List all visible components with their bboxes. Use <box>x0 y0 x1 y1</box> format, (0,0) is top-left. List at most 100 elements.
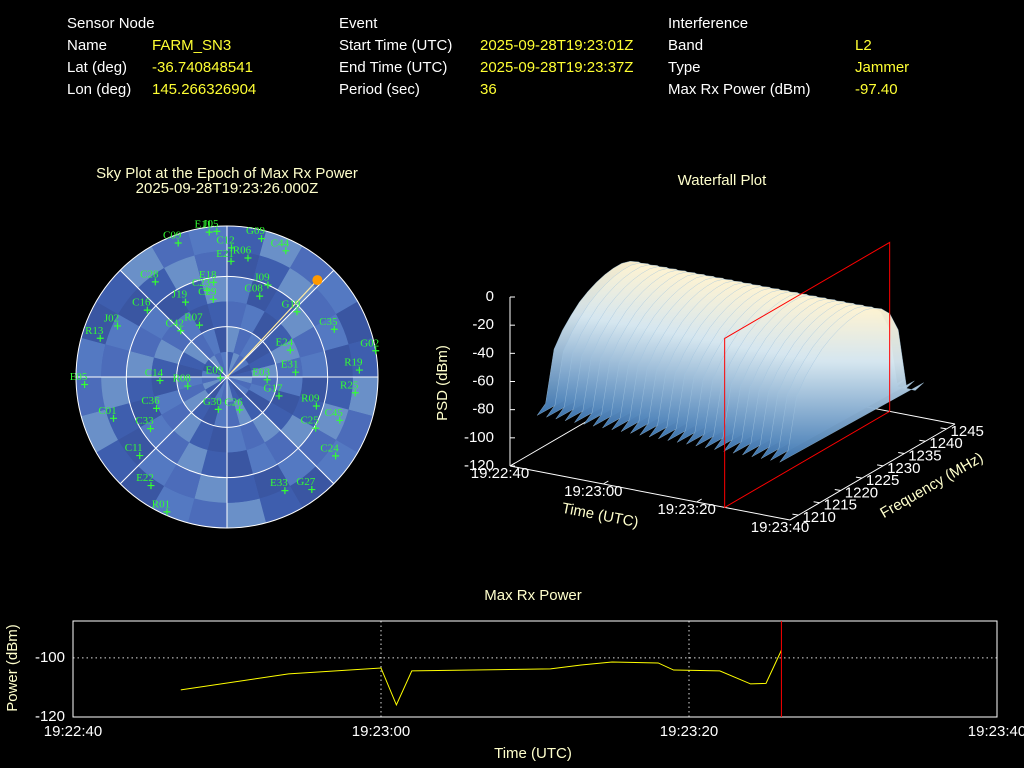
field-value: 36 <box>480 81 497 98</box>
frequency-axis <box>789 423 956 521</box>
satellite-marker <box>216 374 224 382</box>
y-tick-label: -120 <box>35 708 65 725</box>
satellite-label: G19 <box>281 298 300 310</box>
azimuth-spoke <box>226 376 335 485</box>
sky-texture <box>227 377 252 390</box>
field-label: Lon (deg) <box>67 81 131 98</box>
x-axis-label: Time (UTC) <box>494 745 572 762</box>
z-tick-label: -20 <box>472 316 494 333</box>
sky-texture <box>280 414 315 449</box>
satellite-marker <box>146 425 154 433</box>
sky-texture <box>178 351 206 371</box>
sky-texture <box>176 279 208 312</box>
sky-texture <box>105 314 140 351</box>
sky-texture <box>246 442 278 475</box>
satellite-label: J09 <box>254 272 270 284</box>
sky-texture <box>191 333 215 360</box>
sky-texture <box>227 370 253 377</box>
satellite-marker <box>114 322 122 330</box>
satellite-marker <box>213 227 221 235</box>
sky-texture <box>262 323 293 352</box>
sky-texture <box>161 402 192 431</box>
sky-texture <box>183 341 210 365</box>
field-label: Max Rx Power (dBm) <box>668 81 811 98</box>
x-tick-label: 19:23:20 <box>660 723 718 740</box>
satellite-label: C28 <box>140 268 159 280</box>
satellite-label: E03 <box>252 366 270 378</box>
satellite-label: G30 <box>203 396 222 408</box>
sky-texture <box>101 377 130 410</box>
time-tick <box>789 516 796 521</box>
sky-texture <box>244 389 271 413</box>
sky-texture <box>348 337 378 377</box>
section-title: Sensor Node <box>67 15 155 32</box>
plot-frame <box>72 620 998 718</box>
chart-subtitle: 2025-09-28T19:23:26.000Z <box>136 180 319 197</box>
satellite-marker <box>136 452 144 460</box>
sky-texture <box>155 430 190 465</box>
satellite-label: G17 <box>264 382 283 394</box>
sky-texture <box>298 288 336 327</box>
azimuth-spoke <box>226 269 335 378</box>
sky-texture <box>151 357 179 377</box>
satellite-marker <box>336 416 344 424</box>
satellite-marker <box>156 377 164 385</box>
z-tick-label: -80 <box>472 401 494 418</box>
sky-texture <box>275 377 303 397</box>
satellite-label: C16 <box>132 297 151 309</box>
field-label: Band <box>668 37 703 54</box>
satellite-marker <box>203 286 211 294</box>
sky-texture <box>155 289 190 324</box>
frequency-tick-label: 1215 <box>824 497 857 514</box>
sky-texture <box>244 341 271 365</box>
satellite-marker <box>81 380 89 388</box>
epoch-plane <box>724 241 891 509</box>
sky-texture <box>202 364 227 377</box>
sky-texture <box>277 268 316 306</box>
satellite-label: E33 <box>270 477 288 489</box>
field-value: 2025-09-28T19:23:01Z <box>480 37 633 54</box>
field-label: End Time (UTC) <box>339 59 447 76</box>
sky-texture <box>227 377 253 384</box>
satellite-label: C26 <box>224 396 243 408</box>
satellite-label: C42 <box>166 317 184 329</box>
sky-texture <box>96 270 139 315</box>
sky-texture <box>209 377 227 399</box>
satellite-marker <box>236 406 244 414</box>
satellite-marker <box>263 376 271 384</box>
sky-texture <box>227 364 252 377</box>
time-tick-label: 19:23:20 <box>657 501 715 518</box>
sky-texture <box>335 409 373 453</box>
frequency-tick-label: 1245 <box>951 423 984 440</box>
sky-texture <box>227 474 260 503</box>
sky-texture <box>194 251 227 280</box>
sky-texture <box>81 409 119 453</box>
interference-direction <box>226 279 318 378</box>
frequency-tick <box>898 452 905 455</box>
frequency-tick-label: 1230 <box>887 460 920 477</box>
sky-texture <box>205 377 227 395</box>
sky-texture <box>227 359 249 377</box>
sky-texture <box>335 301 373 345</box>
sky-texture <box>220 377 227 403</box>
sky-texture <box>76 377 106 417</box>
sky-texture <box>207 301 227 329</box>
satellite-label: C12 <box>216 234 234 246</box>
sky-texture <box>239 394 263 421</box>
satellite-label: C45 <box>325 407 344 419</box>
satellite-marker <box>177 327 185 335</box>
satellite-label: C44 <box>271 237 290 249</box>
satellite-marker <box>182 298 190 306</box>
section-title: Event <box>339 15 378 32</box>
time-tick-label: 19:23:40 <box>751 519 809 536</box>
satellite-label: C24 <box>320 442 339 454</box>
field-label: Start Time (UTC) <box>339 37 452 54</box>
z-tick-label: -120 <box>464 457 494 474</box>
satellite-label: R07 <box>184 312 203 324</box>
sky-texture <box>264 430 299 465</box>
field-value: -36.740848541 <box>152 59 253 76</box>
sky-texture <box>187 498 227 528</box>
sky-texture <box>227 226 267 256</box>
sky-texture <box>164 464 201 499</box>
x-tick-label: 19:23:00 <box>352 723 410 740</box>
